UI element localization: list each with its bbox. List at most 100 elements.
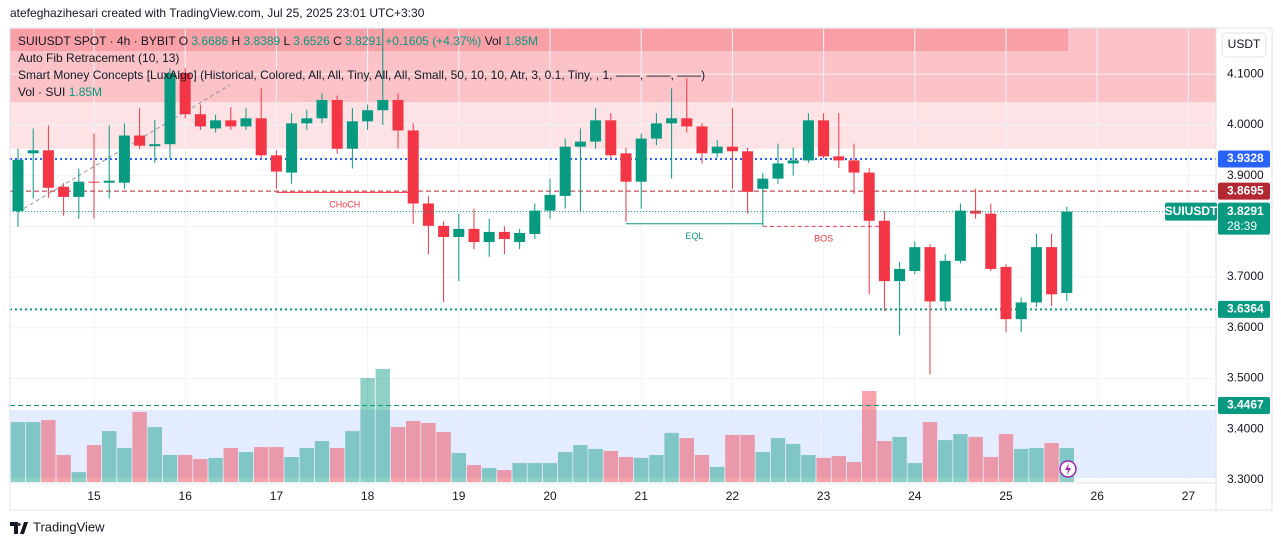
candle-body [134, 135, 146, 146]
candle-body [970, 210, 982, 214]
candle-body [635, 138, 647, 182]
candle-body [407, 130, 419, 204]
volume-bar [238, 452, 254, 482]
candle-body [362, 110, 374, 122]
candle-body [742, 151, 754, 192]
currency[interactable]: USDT [1228, 37, 1261, 51]
candle-body [544, 194, 556, 211]
candle-body [1046, 247, 1058, 295]
volume-bar [862, 391, 877, 482]
volume-bar [649, 454, 664, 482]
volume-bar [710, 466, 725, 482]
brand: TradingView [10, 519, 105, 534]
volume-bar [223, 447, 238, 482]
candle-body [316, 100, 328, 119]
candle-body [1030, 247, 1042, 303]
x-tick-label: 19 [452, 489, 466, 503]
legend-line: SUIUSDT SPOT · 4h · BYBIT O 3.6686 H 3.8… [18, 34, 538, 48]
volume-bar [907, 463, 922, 482]
volume-bar [755, 452, 770, 482]
candle-body [711, 146, 723, 154]
currency-box[interactable] [1221, 32, 1267, 58]
vol-indicator: Vol · SUI [18, 85, 65, 99]
volume-bar [299, 447, 314, 482]
volume-bar [968, 436, 983, 482]
volume-bar [573, 445, 588, 482]
volume-bar [816, 457, 831, 482]
level-label: 3.4467 [1227, 398, 1264, 412]
candle-body [392, 100, 404, 131]
level-label: 3.6364 [1227, 301, 1264, 315]
indicator-legend: Auto Fib Retracement (10, 13) [18, 51, 179, 65]
level-label-box [1218, 150, 1270, 168]
candle-body [346, 121, 358, 149]
candle-body [559, 146, 571, 196]
candle-body [438, 225, 450, 237]
x-tick-label: 18 [361, 489, 375, 503]
currency-button[interactable]: USDT [1221, 32, 1267, 58]
volume-bar [664, 432, 679, 482]
candle-body [149, 144, 161, 147]
candle-body [422, 203, 434, 226]
y-tick-label: 3.5000 [1227, 371, 1264, 385]
candle-body [301, 118, 313, 124]
structure-label: EQL [685, 231, 703, 241]
level-label-box [1218, 397, 1270, 415]
symbol-tag-box [1165, 202, 1217, 221]
volume-bar [983, 457, 998, 482]
x-tick-label: 21 [635, 489, 649, 503]
y-tick-label: 4.1000 [1227, 66, 1264, 80]
candle-body [590, 120, 602, 142]
y-tick-label: 4.0000 [1227, 117, 1264, 131]
x-tick-label: 20 [543, 489, 557, 503]
legend-value: 3.6526 [293, 34, 330, 48]
candle-body [240, 118, 252, 127]
premium-zone [10, 28, 1216, 103]
credit: atefeghazihesari created with TradingVie… [10, 6, 425, 20]
candle-body [848, 160, 860, 173]
volume-bar [558, 452, 573, 482]
symbol-tag: SUIUSDT [1165, 204, 1218, 218]
candle-body [787, 160, 799, 164]
volume-bar [1044, 443, 1059, 482]
candle-body [210, 120, 222, 129]
volume-bar [41, 420, 56, 482]
volume-bar [132, 411, 147, 482]
x-tick-label: 22 [726, 489, 740, 503]
brand-name: TradingView [33, 519, 105, 534]
candle-body [88, 181, 100, 183]
candle-body [985, 213, 997, 269]
volume-bar [634, 457, 649, 482]
volume-bar [998, 434, 1014, 482]
candle-body [514, 232, 526, 243]
level-label-box [1218, 300, 1270, 318]
candle-body [620, 153, 632, 182]
y-tick-label: 3.3000 [1227, 472, 1264, 486]
volume-bar [375, 368, 390, 482]
x-tick-label: 27 [1182, 489, 1196, 503]
volume-bar [831, 456, 846, 482]
volume-bar [26, 422, 41, 482]
indicator-legend: Vol · SUI 1.85M [18, 85, 102, 99]
volume-bar [451, 452, 466, 482]
legend-letter: L [284, 34, 291, 48]
level-label: 3.8695 [1227, 183, 1264, 197]
candle-body [286, 123, 298, 173]
candle-body [954, 210, 966, 261]
x-tick-label: 16 [179, 489, 193, 503]
candle-body [833, 156, 845, 161]
volume-bar [390, 427, 406, 482]
legend-symbol: SUIUSDT SPOT · 4h · BYBIT [18, 34, 176, 48]
vol-indicator-value: 1.85M [69, 85, 102, 99]
legend-value: 3.8291 [345, 34, 382, 48]
volume-bar [178, 454, 193, 482]
volume-bar [846, 461, 862, 482]
candle-body [909, 247, 921, 271]
candle-body [179, 73, 191, 115]
volume-bar [162, 454, 178, 482]
candle-body [772, 163, 784, 179]
x-tick-label: 25 [999, 489, 1013, 503]
candle-body [118, 135, 130, 183]
legend-letter: O [179, 34, 188, 48]
